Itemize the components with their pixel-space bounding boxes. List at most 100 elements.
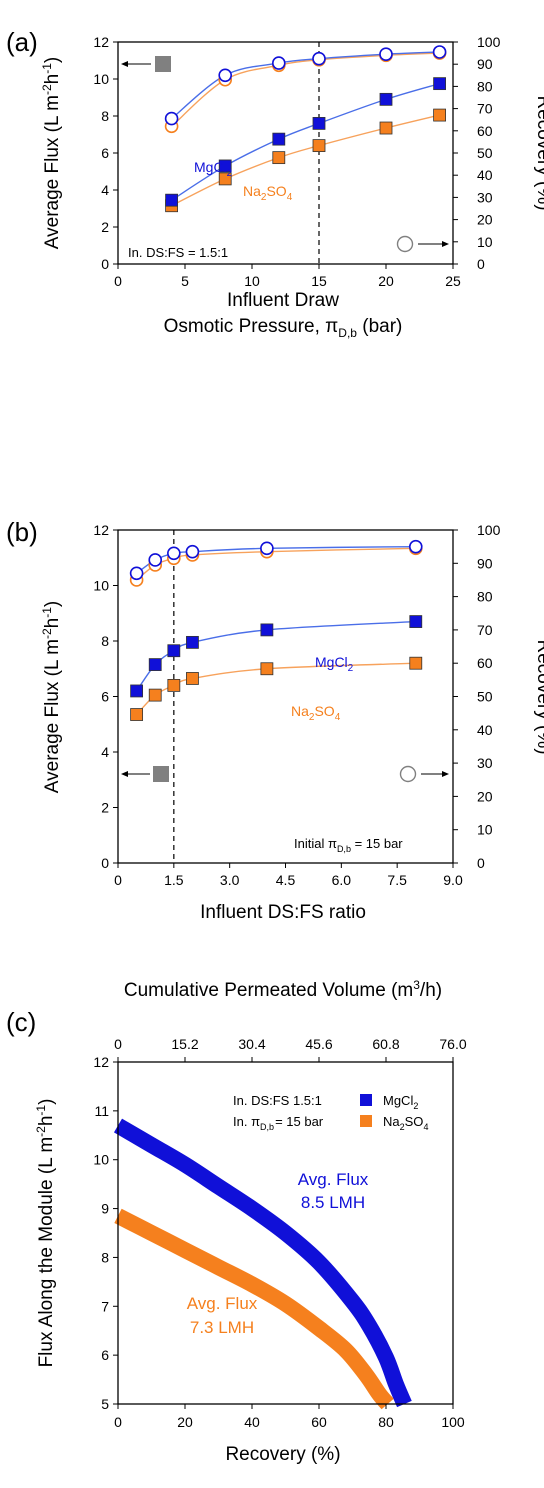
- mgcl2-recovery-point: [408, 539, 423, 554]
- y2-tick-label: 80: [477, 589, 493, 605]
- na2so4-flux-point: [312, 139, 326, 153]
- mgcl2-recovery-point: [432, 45, 447, 59]
- panel-a-xlabel-2: Osmotic Pressure, πD,b (bar): [164, 316, 403, 340]
- arrow-head-icon: [442, 771, 449, 777]
- x-tick-label: 100: [441, 1414, 465, 1430]
- y2-tick-label: 100: [477, 34, 501, 50]
- panel-b-left-axis-indicator: [121, 766, 169, 782]
- panel-a-label: (a): [6, 27, 38, 57]
- mgcl2-recovery-point: [312, 51, 326, 66]
- y-tick-label: 4: [101, 182, 109, 198]
- y-tick-label: 7: [101, 1298, 109, 1314]
- mgcl2-flux-point: [186, 635, 199, 649]
- x2-tick-label: 30.4: [238, 1036, 265, 1052]
- na2so4-flux-point: [218, 172, 232, 186]
- panel-c-legend-na2so4: Na2SO4: [383, 1114, 428, 1132]
- y2-tick-label: 70: [477, 622, 493, 638]
- y2-tick-label: 20: [477, 212, 493, 228]
- panel-a-bottom-ticks: 0 5 10 15 20 25: [114, 264, 461, 289]
- arrow-head-icon: [121, 771, 128, 777]
- panel-c-top-ticks: 0 15.2 30.4 45.6 60.8 76.0: [114, 1036, 467, 1062]
- na2so4-flux-curve: [114, 1208, 394, 1410]
- y2-tick-label: 60: [477, 655, 493, 671]
- y2-tick-label: 0: [477, 855, 485, 871]
- mgcl2-flux-point: [409, 615, 423, 628]
- panel-b-annotation: Initial πD,b = 15 bar: [294, 836, 403, 854]
- mgcl2-flux-point: [272, 132, 286, 146]
- y2-tick-label: 40: [477, 167, 493, 183]
- panel-a-right-axis-indicator: [396, 235, 449, 253]
- panel-b-bottom-ticks: 0 1.5 3.0 4.5 6.0 7.5 9.0: [114, 863, 463, 888]
- panel-a-na2so4-label: Na2SO4: [243, 183, 293, 203]
- na2so4-recovery-line: [171, 52, 440, 127]
- y2-tick-label: 50: [477, 145, 493, 161]
- mgcl2-recovery-point: [185, 544, 200, 559]
- y-tick-label: 0: [101, 256, 109, 272]
- panel-c-left-ticks: 5 6 7 8 9 10 11 12: [93, 1054, 118, 1412]
- panel-a: (a) 0 2 4 6 8 10 12 0 10 20 30 40 50 60 70 80 90 100 0 5 1…: [6, 27, 544, 340]
- panel-c-mgcl2-avg-label: Avg. Flux: [298, 1170, 369, 1189]
- na2so4-flux-point: [130, 708, 144, 721]
- y-tick-label: 0: [101, 855, 109, 871]
- panel-c-plot-frame: [117, 1061, 454, 1405]
- y2-tick-label: 50: [477, 689, 493, 705]
- na2so4-flux-point: [167, 679, 181, 692]
- panel-c: (c) Cumulative Permeated Volume (m3/h) 5…: [6, 978, 467, 1465]
- arrow-head-icon: [121, 61, 128, 67]
- square-marker-icon: [155, 56, 171, 72]
- y-tick-label: 6: [101, 145, 109, 161]
- panel-a-right-ticks: 0 10 20 30 40 50 60 70 80 90 100: [453, 34, 501, 272]
- mgcl2-flux-point: [167, 644, 181, 658]
- mgcl2-flux-point: [130, 684, 144, 698]
- mgcl2-flux-point: [165, 193, 179, 207]
- na2so4-flux-point: [186, 672, 199, 685]
- y-tick-label: 2: [101, 800, 109, 816]
- panel-a-left-ticks: 0 2 4 6 8 10 12: [93, 34, 118, 272]
- y-tick-label: 12: [93, 34, 109, 50]
- y-tick-label: 9: [101, 1201, 109, 1217]
- y-tick-label: 10: [93, 578, 109, 594]
- y2-tick-label: 100: [477, 522, 501, 538]
- panel-b-left-ticks: 0 2 4 6 8 10 12: [93, 522, 118, 871]
- panel-a-mgcl2-label: MgCl2: [194, 159, 233, 179]
- x-tick-label: 6.0: [332, 872, 352, 888]
- na2so4-flux-point: [379, 121, 393, 135]
- y-tick-label: 10: [93, 71, 109, 87]
- y2-tick-label: 90: [477, 555, 493, 571]
- mgcl2-swatch-icon: [360, 1094, 372, 1106]
- mgcl2-recovery-point: [167, 546, 181, 561]
- arrow-head-icon: [442, 241, 449, 247]
- panel-b-label: (b): [6, 517, 38, 547]
- panel-a-annotation: In. DS:FS = 1.5:1: [128, 245, 228, 260]
- panel-c-label: (c): [6, 1007, 36, 1037]
- panel-a-y2label: Recovery (%): [533, 95, 544, 210]
- panel-a-plot-frame: [117, 41, 454, 265]
- x2-tick-label: 60.8: [372, 1036, 399, 1052]
- x-tick-label: 20: [177, 1414, 193, 1430]
- panel-c-marks: [113, 1118, 412, 1410]
- circle-marker-icon: [399, 765, 417, 783]
- panel-c-mgcl2-avg-value: 8.5 LMH: [301, 1193, 365, 1212]
- y-tick-label: 8: [101, 633, 109, 649]
- mgcl2-recovery-point: [218, 68, 232, 83]
- panel-b-plot-frame: [117, 529, 454, 864]
- panel-c-legend-mgcl2: MgCl2: [383, 1093, 418, 1111]
- y2-tick-label: 70: [477, 101, 493, 117]
- x-tick-label: 1.5: [164, 872, 184, 888]
- y2-tick-label: 20: [477, 788, 493, 804]
- x-tick-label: 25: [445, 273, 461, 289]
- mgcl2-flux-line: [171, 82, 440, 201]
- panel-c-legend-condition-2: In. πD,b= 15 bar: [233, 1114, 324, 1132]
- y2-tick-label: 60: [477, 123, 493, 139]
- panel-b-na2so4-label: Na2SO4: [291, 703, 341, 723]
- x-tick-label: 80: [378, 1414, 394, 1430]
- y-tick-label: 11: [94, 1103, 109, 1119]
- x-tick-label: 4.5: [276, 872, 296, 888]
- y2-tick-label: 90: [477, 56, 493, 72]
- mgcl2-flux-point: [260, 623, 274, 637]
- panel-b-marks: [129, 539, 423, 721]
- y2-tick-label: 30: [477, 755, 493, 771]
- na2so4-swatch-icon: [360, 1115, 372, 1127]
- panel-b-ylabel: Average Flux (L m-2h-1): [40, 601, 63, 793]
- x-tick-label: 0: [114, 273, 122, 289]
